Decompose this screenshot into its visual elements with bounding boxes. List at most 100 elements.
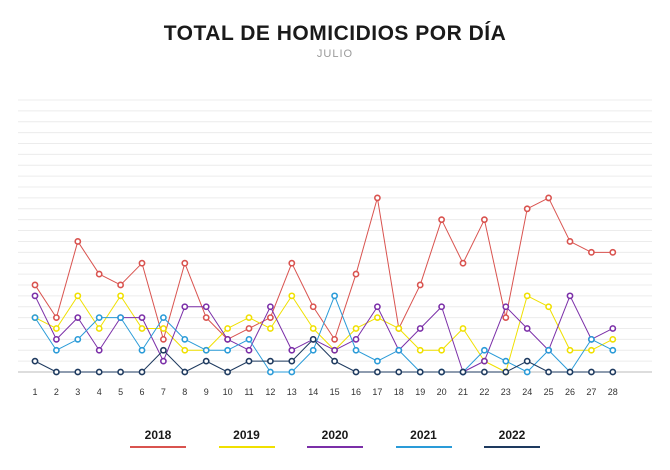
data-point-2021	[224, 346, 231, 354]
data-point-2020	[502, 303, 510, 311]
data-point-2022	[609, 368, 617, 376]
data-point-2022	[138, 368, 146, 376]
data-point-2022	[373, 368, 381, 376]
data-point-2021	[352, 346, 360, 354]
data-point-2021	[138, 346, 146, 354]
data-point-2020	[566, 292, 574, 300]
data-point-2018	[416, 281, 424, 289]
data-point-2021	[202, 346, 210, 354]
x-tick-label: 28	[608, 387, 618, 397]
data-point-2019	[117, 292, 124, 300]
data-point-2018	[181, 259, 189, 267]
data-point-2021	[95, 314, 103, 321]
data-point-2020	[438, 303, 445, 311]
data-point-2018	[117, 281, 124, 289]
data-point-2018	[566, 238, 574, 245]
x-tick-label: 23	[501, 387, 511, 397]
data-point-2020	[245, 346, 253, 354]
data-point-2018	[288, 259, 296, 267]
data-point-2022	[224, 368, 231, 376]
x-tick-label: 16	[351, 387, 361, 397]
data-point-2022	[416, 368, 424, 376]
data-point-2018	[352, 270, 360, 278]
data-point-2022	[523, 357, 531, 365]
data-point-2018	[245, 325, 253, 332]
series-line-2019	[34, 295, 614, 373]
data-point-2020	[288, 346, 296, 354]
data-point-2019	[95, 325, 103, 332]
data-point-2019	[245, 314, 253, 321]
x-tick-label: 5	[118, 387, 123, 397]
data-point-2022	[309, 335, 317, 343]
x-tick-label: 21	[458, 387, 468, 397]
data-point-2019	[181, 346, 189, 354]
data-point-2018	[459, 259, 467, 267]
data-point-2022	[159, 346, 167, 354]
data-point-2021	[331, 292, 338, 300]
x-tick-label: 8	[182, 387, 187, 397]
x-tick-label: 10	[223, 387, 233, 397]
data-point-2018	[309, 303, 317, 311]
data-point-2020	[159, 357, 167, 365]
data-point-2022	[53, 368, 60, 376]
data-point-2019	[288, 292, 296, 300]
data-point-2022	[181, 368, 189, 376]
data-point-2019	[566, 346, 574, 354]
data-point-2020	[224, 335, 231, 343]
data-point-2020	[181, 303, 189, 311]
x-tick-label: 15	[330, 387, 340, 397]
data-point-2019	[416, 346, 424, 354]
data-point-2018	[202, 314, 210, 321]
x-tick-label: 27	[586, 387, 596, 397]
legend-swatch	[484, 446, 540, 448]
x-tick-label: 4	[97, 387, 102, 397]
data-point-2021	[373, 357, 381, 365]
legend-swatch	[307, 446, 363, 448]
x-tick-label: 19	[415, 387, 425, 397]
series-line-2020	[34, 295, 614, 373]
legend-item-2020: 2020	[307, 428, 363, 448]
data-point-2019	[588, 346, 595, 354]
x-tick-label: 12	[265, 387, 275, 397]
data-point-2022	[459, 368, 467, 376]
data-point-2022	[245, 357, 253, 365]
data-point-2018	[545, 194, 552, 202]
data-point-2019	[373, 314, 381, 321]
x-tick-label: 26	[565, 387, 575, 397]
data-point-2018	[480, 216, 488, 224]
data-point-2019	[352, 325, 360, 332]
data-point-2019	[545, 303, 552, 311]
data-point-2019	[459, 325, 467, 332]
data-point-2021	[480, 346, 488, 354]
data-point-2021	[288, 368, 296, 376]
data-point-2019	[395, 325, 403, 332]
legend-label: 2022	[498, 428, 526, 442]
data-point-2020	[416, 325, 424, 332]
x-tick-label: 24	[522, 387, 532, 397]
data-point-2018	[438, 216, 445, 224]
x-tick-label: 3	[75, 387, 80, 397]
x-tick-label: 9	[204, 387, 209, 397]
chart-title: TOTAL DE HOMICIDIOS POR DÍA	[163, 22, 507, 45]
data-point-2021	[53, 346, 60, 354]
x-tick-label: 14	[308, 387, 318, 397]
data-point-2021	[159, 314, 167, 321]
x-tick-label: 7	[161, 387, 166, 397]
data-point-2022	[588, 368, 595, 376]
data-point-2020	[31, 292, 39, 300]
x-tick-label: 20	[437, 387, 447, 397]
data-point-2021	[31, 314, 39, 321]
data-point-2019	[53, 325, 60, 332]
data-point-2018	[138, 259, 146, 267]
x-tick-label: 2	[54, 387, 59, 397]
data-point-2019	[159, 325, 167, 332]
data-point-2018	[523, 205, 531, 213]
data-point-2018	[502, 314, 510, 321]
data-point-2021	[74, 335, 82, 343]
data-point-2020	[138, 314, 146, 321]
legend-item-2021: 2021	[395, 428, 452, 448]
data-point-2019	[266, 325, 274, 332]
data-point-2018	[331, 335, 338, 343]
